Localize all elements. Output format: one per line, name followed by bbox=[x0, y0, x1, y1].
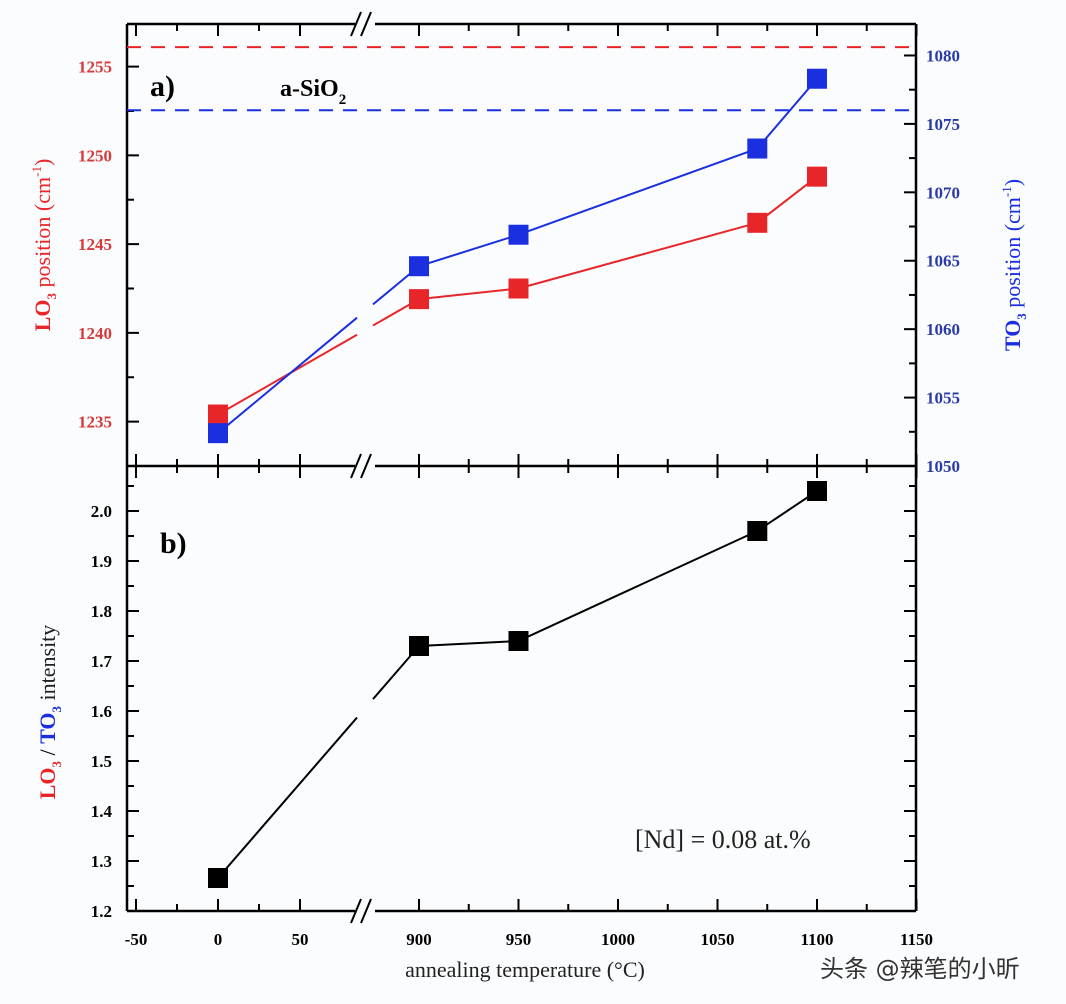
to3-series-point bbox=[508, 224, 529, 245]
ratio-series-point bbox=[508, 631, 529, 651]
lo3-series-point bbox=[208, 404, 228, 425]
y-tick-label-bottom: 1.3 bbox=[91, 852, 112, 871]
lo3-series-point bbox=[747, 212, 768, 233]
panel-b-label: b) bbox=[160, 527, 187, 560]
y-tick-label-bottom: 1.9 bbox=[91, 552, 112, 571]
y-tick-label-right: 1065 bbox=[926, 252, 960, 271]
y-tick-label-right: 1050 bbox=[926, 457, 960, 476]
nd-annotation: [Nd] = 0.08 at.% bbox=[635, 825, 811, 854]
to3-series-point bbox=[807, 68, 827, 89]
lo3-series-point bbox=[807, 166, 827, 187]
y-tick-label-bottom: 1.6 bbox=[91, 702, 112, 721]
y-tick-label-left: 1245 bbox=[78, 235, 112, 254]
ratio-series-point bbox=[409, 636, 429, 656]
y-tick-label-right: 1060 bbox=[926, 320, 960, 339]
y-tick-label-bottom: 1.8 bbox=[91, 602, 112, 621]
lo3-series-point bbox=[508, 278, 529, 299]
lo3-series-point bbox=[409, 289, 429, 310]
axis-break-mark bbox=[350, 898, 372, 924]
ratio-series-line bbox=[217, 716, 358, 879]
to3-series-point bbox=[747, 138, 768, 159]
y-tick-label-right: 1080 bbox=[926, 46, 960, 65]
y-axis-label-right: TO3 position (cm-1) bbox=[999, 179, 1029, 351]
y-tick-label-left: 1240 bbox=[78, 324, 112, 343]
x-tick-label: 1050 bbox=[701, 930, 735, 949]
to3-series-point bbox=[409, 256, 429, 277]
x-tick-label: 900 bbox=[406, 930, 432, 949]
to3-series-line bbox=[418, 233, 519, 268]
lo3-series-line bbox=[418, 287, 519, 301]
to3-series-line bbox=[518, 147, 758, 236]
ratio-series-point bbox=[208, 868, 228, 888]
y-tick-label-bottom: 2.0 bbox=[91, 502, 112, 521]
lo3-series-line bbox=[518, 221, 758, 290]
y-axis-label-bottom: LO3 / TO3 intensity bbox=[35, 625, 64, 800]
y-tick-label-left: 1255 bbox=[78, 58, 112, 77]
y-tick-label-right: 1055 bbox=[926, 389, 960, 408]
ratio-series-line bbox=[518, 530, 758, 642]
x-tick-label: -50 bbox=[125, 930, 148, 949]
y-tick-label-bottom: 1.5 bbox=[91, 752, 112, 771]
x-tick-label: 1100 bbox=[800, 930, 833, 949]
panel-a-label: a) bbox=[150, 70, 175, 103]
y-tick-label-right: 1075 bbox=[926, 115, 960, 134]
ratio-series-point bbox=[747, 521, 768, 541]
y-tick-label-bottom: 1.2 bbox=[91, 902, 112, 921]
x-tick-label: 1000 bbox=[601, 930, 635, 949]
x-tick-label: 950 bbox=[506, 930, 532, 949]
x-tick-label: 0 bbox=[214, 930, 223, 949]
chart-marks bbox=[127, 46, 916, 888]
y-tick-label-right: 1070 bbox=[926, 183, 960, 202]
y-axis-label-left: LO3 position (cm-1) bbox=[29, 159, 59, 332]
to3-series-point bbox=[208, 423, 228, 444]
axis-break-mark bbox=[350, 11, 372, 37]
y-tick-label-left: 1235 bbox=[78, 413, 112, 432]
y-tick-label-bottom: 1.4 bbox=[91, 802, 113, 821]
x-tick-label: 1150 bbox=[900, 930, 933, 949]
y-tick-label-left: 1250 bbox=[78, 146, 112, 165]
to3-series-line bbox=[217, 316, 358, 434]
to3-series-line bbox=[756, 78, 818, 150]
x-axis-label: annealing temperature (°C) bbox=[405, 957, 645, 982]
ratio-series-line bbox=[418, 640, 519, 647]
plot-frame: -50 0 50 900 950 1000 1050 1100 1150 1235 1240 1245… bbox=[78, 11, 960, 949]
ratio-series-point bbox=[807, 481, 827, 501]
watermark: 头条 @辣笔的小昕 bbox=[820, 955, 1020, 983]
y-tick-label-bottom: 1.7 bbox=[91, 652, 113, 671]
sio2-annotation: a-SiO2 bbox=[280, 76, 346, 108]
x-tick-label: 50 bbox=[292, 930, 309, 949]
axis-break-mark bbox=[350, 453, 372, 479]
